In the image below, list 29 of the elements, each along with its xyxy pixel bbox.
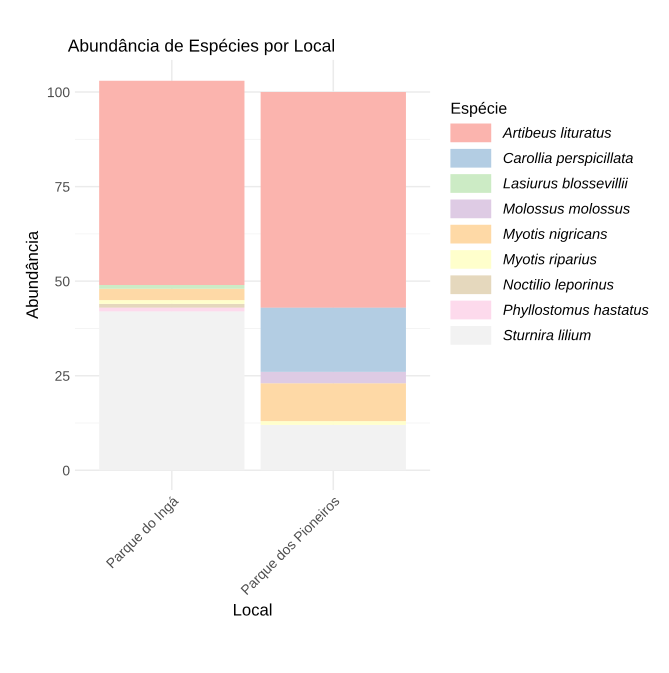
legend-label: Molossus molossus	[503, 203, 630, 214]
bar	[260, 308, 406, 372]
legend-label: Noctilio leporinus	[503, 278, 614, 293]
y-tick-label: 75	[55, 182, 70, 192]
bar	[99, 80, 244, 285]
y-tick-label: 100	[48, 87, 70, 98]
legend-label: Myotis riparius	[503, 254, 597, 268]
bar	[260, 421, 406, 425]
legend-label: Artibeus lituratus	[502, 127, 612, 138]
bar	[99, 300, 244, 304]
chart-title: Abundância de Espécies por Local	[68, 38, 334, 56]
bar	[99, 304, 244, 308]
y-tick-label: 25	[55, 371, 70, 381]
bar	[260, 92, 406, 308]
legend-label: Sturnira lilium	[503, 330, 591, 340]
legend-label: Phyllostomus hastatus	[503, 304, 649, 318]
bar	[260, 372, 406, 384]
bar	[99, 284, 244, 289]
y-tick-label: 50	[55, 276, 70, 286]
legend-label: Carollia perspicillata	[504, 152, 633, 166]
x-axis-title: Local	[234, 603, 272, 616]
y-tick-label: 0	[62, 466, 70, 476]
bar	[260, 383, 406, 422]
legend-label: Lasiurus blossevillii	[503, 178, 628, 188]
bar	[99, 308, 244, 312]
legend-title: Espécie	[452, 102, 507, 117]
bar	[99, 288, 244, 300]
legend-label: Myotis nigricans	[503, 228, 608, 242]
y-axis-title: Abundância	[26, 230, 38, 319]
